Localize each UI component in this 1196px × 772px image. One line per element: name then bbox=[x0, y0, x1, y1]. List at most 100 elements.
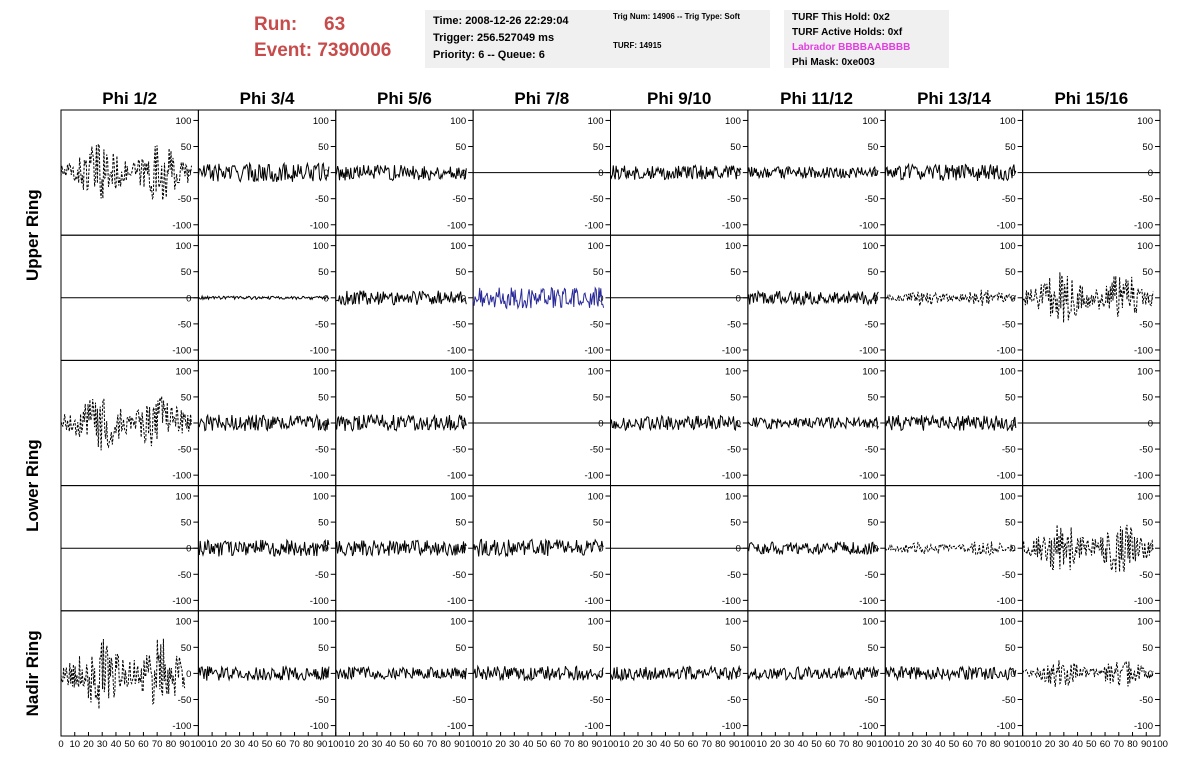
y-tick-label: 0 bbox=[1010, 544, 1015, 555]
y-tick-label: 50 bbox=[1142, 643, 1153, 654]
waveform-r1-c2 bbox=[197, 161, 330, 183]
y-tick-label: -100 bbox=[997, 471, 1016, 482]
y-tick-label: -50 bbox=[178, 445, 192, 456]
column-title-8: Phi 15/16 bbox=[1054, 89, 1128, 108]
y-tick-label: -50 bbox=[865, 194, 879, 205]
x-tick-label: 90 bbox=[454, 739, 465, 750]
y-tick-label: -50 bbox=[1002, 570, 1016, 581]
waveform-r5-c7 bbox=[884, 665, 1017, 682]
y-tick-label: 50 bbox=[868, 643, 879, 654]
y-tick-label: 0 bbox=[1148, 168, 1153, 179]
y-tick-label: -100 bbox=[310, 471, 329, 482]
trig-info-box: Trig Num: 14906 -- Trig Type: Soft TURF:… bbox=[605, 10, 770, 68]
x-tick-label: 40 bbox=[248, 739, 259, 750]
turf-hold-line: TURF This Hold: 0x2 bbox=[792, 12, 890, 23]
column-title-4: Phi 7/8 bbox=[514, 89, 569, 108]
y-tick-label: -100 bbox=[1134, 471, 1153, 482]
y-tick-label: 0 bbox=[1148, 293, 1153, 304]
x-tick-label: 20 bbox=[358, 739, 369, 750]
x-tick-label: 100 bbox=[190, 739, 206, 750]
y-tick-label: 100 bbox=[725, 116, 741, 127]
y-tick-label: -100 bbox=[584, 721, 603, 732]
waveform-r4-c4 bbox=[472, 538, 604, 558]
y-tick-label: 0 bbox=[598, 419, 603, 430]
y-tick-label: 50 bbox=[593, 142, 604, 153]
y-tick-label: -100 bbox=[447, 471, 466, 482]
y-tick-label: 50 bbox=[456, 518, 467, 529]
y-tick-label: 50 bbox=[1005, 518, 1016, 529]
x-tick-label: 90 bbox=[729, 739, 740, 750]
y-tick-label: -100 bbox=[997, 721, 1016, 732]
x-tick-label: 0 bbox=[58, 739, 63, 750]
y-tick-label: 0 bbox=[598, 669, 603, 680]
y-tick-label: -100 bbox=[172, 596, 191, 607]
run-label: Run: bbox=[254, 14, 298, 35]
y-tick-label: -100 bbox=[584, 596, 603, 607]
y-tick-label: 100 bbox=[725, 366, 741, 377]
y-tick-label: 100 bbox=[313, 241, 329, 252]
y-tick-label: 50 bbox=[181, 518, 192, 529]
y-tick-label: 50 bbox=[181, 142, 192, 153]
ring-label-2: Lower Ring bbox=[23, 439, 42, 532]
y-tick-label: 0 bbox=[186, 293, 191, 304]
x-tick-label: 100 bbox=[1152, 739, 1168, 750]
y-tick-label: 0 bbox=[598, 293, 603, 304]
waveform-r2-c3 bbox=[335, 290, 467, 306]
x-tick-label: 40 bbox=[111, 739, 122, 750]
column-title-7: Phi 13/14 bbox=[917, 89, 991, 108]
x-tick-label: 20 bbox=[495, 739, 506, 750]
column-title-2: Phi 3/4 bbox=[240, 89, 295, 108]
x-tick-label: 10 bbox=[207, 739, 218, 750]
y-tick-label: -50 bbox=[727, 194, 741, 205]
x-tick-label: 70 bbox=[564, 739, 575, 750]
y-tick-label: -50 bbox=[590, 194, 604, 205]
labrador-line: Labrador BBBBAABBBB bbox=[792, 42, 911, 53]
y-tick-label: -100 bbox=[859, 721, 878, 732]
y-tick-label: -100 bbox=[1134, 345, 1153, 356]
y-tick-label: 50 bbox=[318, 142, 329, 153]
y-tick-label: -100 bbox=[172, 345, 191, 356]
y-tick-label: -50 bbox=[865, 695, 879, 706]
waveform-r3-c1 bbox=[60, 396, 192, 451]
waveform-r5-c5 bbox=[610, 664, 742, 682]
y-tick-label: 100 bbox=[588, 617, 604, 628]
y-tick-label: 100 bbox=[862, 241, 878, 252]
x-tick-label: 50 bbox=[537, 739, 548, 750]
x-tick-label: 50 bbox=[811, 739, 822, 750]
y-tick-label: -50 bbox=[1139, 319, 1153, 330]
x-tick-label: 10 bbox=[344, 739, 355, 750]
y-tick-label: 0 bbox=[598, 168, 603, 179]
y-tick-label: 50 bbox=[1142, 392, 1153, 403]
y-tick-label: 0 bbox=[1010, 168, 1015, 179]
y-tick-label: 50 bbox=[181, 392, 192, 403]
x-tick-label: 90 bbox=[179, 739, 190, 750]
waveform-r5-c1 bbox=[60, 638, 186, 709]
y-tick-label: 50 bbox=[730, 518, 741, 529]
x-tick-label: 70 bbox=[152, 739, 163, 750]
panel-frame-r1-c1 bbox=[60, 109, 199, 236]
y-tick-label: -100 bbox=[997, 345, 1016, 356]
waveform-r5-c3 bbox=[335, 665, 467, 681]
waveform-r1-c6 bbox=[747, 165, 879, 180]
y-tick-label: 100 bbox=[450, 241, 466, 252]
y-tick-label: -100 bbox=[859, 220, 878, 231]
x-tick-label: 90 bbox=[591, 739, 602, 750]
y-tick-label: -50 bbox=[727, 319, 741, 330]
column-title-6: Phi 11/12 bbox=[780, 89, 853, 108]
panel-frame-r4-c7 bbox=[884, 485, 1024, 612]
waveform-r2-c7 bbox=[884, 289, 1017, 307]
y-tick-label: 50 bbox=[730, 392, 741, 403]
x-tick-label: 30 bbox=[784, 739, 795, 750]
x-tick-label: 60 bbox=[550, 739, 561, 750]
x-tick-label: 30 bbox=[921, 739, 932, 750]
y-tick-label: 100 bbox=[725, 241, 741, 252]
x-tick-label: 50 bbox=[674, 739, 685, 750]
waveform-r3-c2 bbox=[197, 413, 330, 432]
y-tick-label: 0 bbox=[873, 419, 878, 430]
waveform-r2-c8 bbox=[1022, 272, 1154, 323]
y-tick-label: 100 bbox=[725, 617, 741, 628]
x-tick-label: 100 bbox=[465, 739, 481, 750]
x-tick-label: 30 bbox=[234, 739, 245, 750]
event-value: 7390006 bbox=[317, 40, 392, 61]
x-tick-label: 70 bbox=[427, 739, 438, 750]
